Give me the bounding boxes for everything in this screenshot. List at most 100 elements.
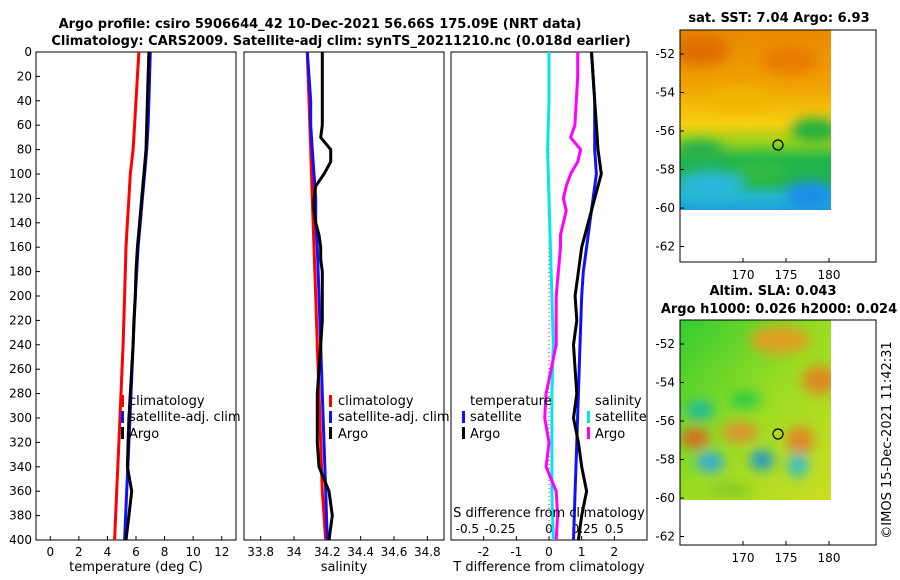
sla-map-subtitle: Argo h1000: 0.026 h2000: 0.024 xyxy=(661,302,897,317)
temperature-ytick-label: 320 xyxy=(9,435,32,449)
legend-swatch-climatology xyxy=(121,395,124,407)
temperature-ytick-label: 180 xyxy=(9,265,32,279)
temperature-ytick-label: 280 xyxy=(9,387,32,401)
salinity-xtick-label: 34.6 xyxy=(381,545,408,559)
sst-patch xyxy=(762,46,818,74)
sst-map-title: sat. SST: 7.04 Argo: 6.93 xyxy=(688,11,869,26)
sla-map-ytick-label: -56 xyxy=(655,414,675,428)
temperature-ytick-label: 100 xyxy=(9,167,32,181)
sla-map-empty xyxy=(831,320,876,545)
sst-map-ytick-label: -56 xyxy=(655,124,675,138)
temperature-ytick-label: 380 xyxy=(9,509,32,523)
salinity-legend: climatology satellite-adj. clim Argo xyxy=(329,394,450,442)
sst-argo-marker xyxy=(772,139,784,151)
salinity-axes: 33.8 34 34.2 34.4 34.6 34.8 xyxy=(247,536,441,559)
legend-swatch-temp-satellite xyxy=(462,411,465,423)
legend-swatch-satellite-adj xyxy=(121,411,124,423)
sst-map-border xyxy=(679,29,877,263)
temperature-xtick-label: 0 xyxy=(46,545,54,559)
temperature-ytick-label: 0 xyxy=(24,45,32,59)
sla-map-xtick-label: 175 xyxy=(775,551,798,565)
temperature-ytick-label: 260 xyxy=(9,362,32,376)
temperature-xtick-label: 12 xyxy=(214,545,229,559)
sla-map-ticks: 170 175 180 -52 -54 -56 -58 -60 -62 xyxy=(655,337,840,565)
sla-patch xyxy=(786,426,814,454)
sst-patch xyxy=(710,88,770,112)
temperature-ytick-label: 120 xyxy=(9,191,32,205)
salinity-xlabel: salinity xyxy=(321,560,368,575)
sla-texture xyxy=(681,326,831,498)
sst-texture xyxy=(680,34,831,209)
temperature-xtick-label: 10 xyxy=(186,545,201,559)
sla-map-ytick-label: -54 xyxy=(655,376,675,390)
legend-label-temp-satellite: satellite xyxy=(470,410,522,425)
legend-swatch-sal-satellite xyxy=(587,411,590,423)
temperature-ytick-label: 40 xyxy=(17,94,32,108)
legend-swatch-temp-argo xyxy=(462,427,465,439)
temperature-ytick-label: 80 xyxy=(17,143,32,157)
temperature-ytick-label: 340 xyxy=(9,460,32,474)
legend-title-salinity: salinity xyxy=(595,394,642,409)
difference-x2tick-label: 0.25 xyxy=(572,522,599,536)
temperature-xtick-label: 4 xyxy=(104,545,112,559)
sst-heatmap xyxy=(680,30,831,210)
sla-patch xyxy=(729,391,761,409)
salinity-xtick-label: 34.4 xyxy=(347,545,374,559)
sst-map-empty xyxy=(831,30,876,262)
legend-swatch-argo xyxy=(329,427,332,439)
sla-map-ytick-label: -52 xyxy=(655,337,675,351)
sla-patch xyxy=(708,482,752,498)
legend-label-temp-argo: Argo xyxy=(470,427,500,442)
difference-legend: temperature satellite Argo salinity sate… xyxy=(462,394,647,442)
salinity-series xyxy=(305,51,334,541)
sla-map-xtick-label: 170 xyxy=(732,551,755,565)
legend-label-sal-satellite: satellite xyxy=(595,410,647,425)
salinity-line-satellite-adj-clim xyxy=(305,51,329,541)
sst-map-xtick-label: 175 xyxy=(775,268,798,282)
temperature-ytick-label: 360 xyxy=(9,484,32,498)
sst-patch xyxy=(680,140,724,160)
salinity-xtick-label: 34 xyxy=(286,545,301,559)
difference-xtick-label: 2 xyxy=(611,545,619,559)
temperature-xtick-label: 6 xyxy=(132,545,140,559)
difference-line-temperature-argo xyxy=(572,51,603,541)
sst-map-ticks: 170 175 180 -52 -54 -56 -58 -60 -62 xyxy=(655,47,840,282)
sla-patch xyxy=(802,366,831,394)
sst-patch xyxy=(680,34,730,66)
temperature-xtick-label: 8 xyxy=(161,545,169,559)
legend-label-satellite-adj: satellite-adj. clim xyxy=(338,410,450,425)
temperature-ytick-label: 220 xyxy=(9,313,32,327)
sla-patch xyxy=(696,452,724,472)
sla-map-ytick-label: -58 xyxy=(655,453,675,467)
temperature-ytick-label: 60 xyxy=(17,118,32,132)
temperature-axes: 0204060801001201401601802002202402602803… xyxy=(9,45,229,559)
difference-xtick-label: -2 xyxy=(478,545,490,559)
sla-map-border xyxy=(679,319,877,546)
salinity-xtick-label: 34.2 xyxy=(314,545,341,559)
legend-label-climatology: climatology xyxy=(338,394,414,409)
copyright-stamp: ©IMOS 15-Dec-2021 11:42:31 xyxy=(880,341,895,538)
temperature-xlabel: temperature (deg C) xyxy=(69,560,203,575)
sst-map-ytick-label: -52 xyxy=(655,47,675,61)
sla-map-ytick-label: -62 xyxy=(655,530,675,544)
sst-patch xyxy=(734,158,786,182)
sst-map-xtick-label: 180 xyxy=(818,268,841,282)
salinity-xtick-label: 34.8 xyxy=(414,545,441,559)
sla-patch xyxy=(788,453,808,477)
temperature-ytick-label: 140 xyxy=(9,216,32,230)
sst-map-ytick-label: -58 xyxy=(655,163,675,177)
difference-xtick-label: 0 xyxy=(545,545,553,559)
difference-x2tick-label: -0.25 xyxy=(484,522,515,536)
sst-map-xtick-label: 170 xyxy=(732,268,755,282)
temperature-ytick-label: 240 xyxy=(9,338,32,352)
temperature-xtick-label: 2 xyxy=(75,545,83,559)
temperature-ytick-label: 200 xyxy=(9,289,32,303)
difference-xtick-label: 1 xyxy=(578,545,586,559)
sst-map-ytick-label: -54 xyxy=(655,86,675,100)
sst-map-ytick-label: -60 xyxy=(655,201,675,215)
legend-swatch-argo xyxy=(121,427,124,439)
temperature-series xyxy=(113,51,152,541)
sla-map-empty xyxy=(680,500,831,545)
